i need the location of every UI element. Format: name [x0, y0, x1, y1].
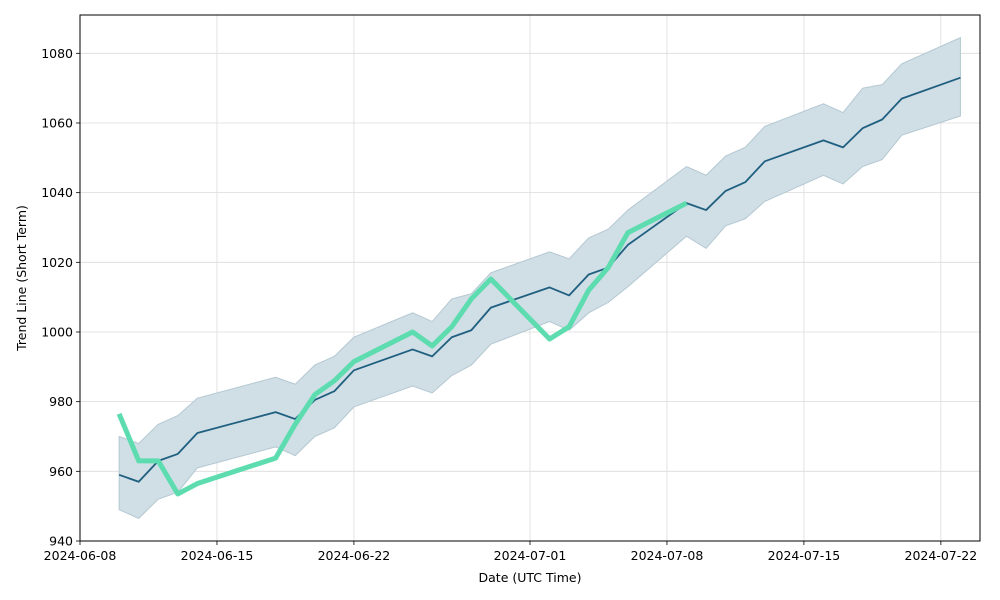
y-tick-label: 1000	[41, 324, 73, 339]
x-tick-label: 2024-07-22	[905, 548, 978, 563]
y-tick-label: 980	[49, 394, 73, 409]
plot-area	[116, 36, 961, 519]
y-tick-label: 940	[49, 534, 73, 549]
trend-series-line	[118, 76, 961, 483]
y-tick-label: 1020	[41, 255, 73, 270]
x-tick-label: 2024-07-15	[768, 548, 841, 563]
y-tick-label: 1080	[41, 46, 73, 61]
actual-series-line	[116, 200, 688, 497]
confidence-band	[118, 36, 961, 519]
x-axis-label: Date (UTC Time)	[479, 570, 582, 585]
y-axis-label: Trend Line (Short Term)	[14, 205, 29, 352]
y-tick-label: 960	[49, 464, 73, 479]
x-tick-label: 2024-07-08	[631, 548, 704, 563]
x-tick-label: 2024-06-22	[318, 548, 391, 563]
y-tick-label: 1060	[41, 115, 73, 130]
y-tick-label: 1040	[41, 185, 73, 200]
x-tick-label: 2024-07-01	[494, 548, 567, 563]
x-tick-label: 2024-06-15	[181, 548, 254, 563]
axis-ticks: 2024-06-08 2024-06-15 2024-06-22 2024-07-01…	[41, 46, 977, 563]
x-tick-label: 2024-06-08	[44, 548, 117, 563]
